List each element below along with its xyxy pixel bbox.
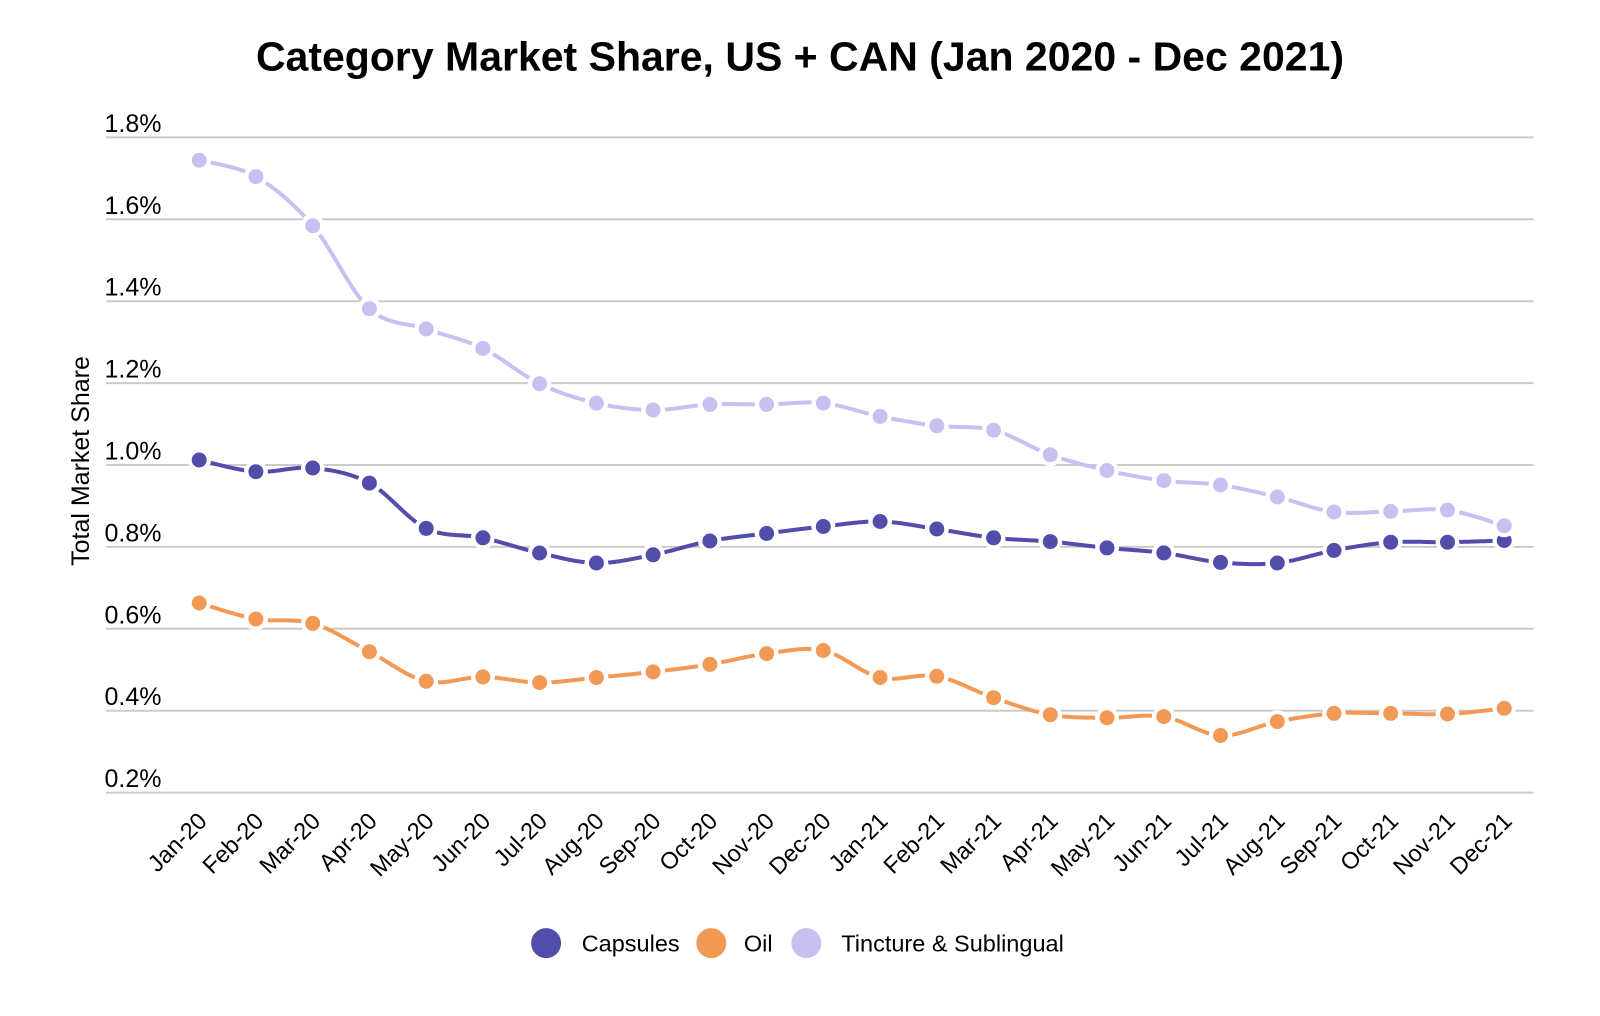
svg-text:Oil: Oil	[744, 931, 773, 957]
svg-text:1.8%: 1.8%	[105, 110, 162, 138]
svg-text:0.2%: 0.2%	[105, 765, 162, 793]
svg-text:0.4%: 0.4%	[105, 683, 162, 711]
svg-text:Capsules: Capsules	[582, 931, 680, 957]
svg-text:Category Market Share, US + CA: Category Market Share, US + CAN (Jan 202…	[256, 34, 1344, 80]
svg-text:Tincture & Sublingual: Tincture & Sublingual	[841, 931, 1064, 957]
svg-text:1.2%: 1.2%	[105, 356, 162, 384]
svg-text:0.6%: 0.6%	[105, 601, 162, 629]
svg-text:Total Market Share: Total Market Share	[67, 356, 95, 566]
svg-text:1.4%: 1.4%	[105, 274, 162, 302]
svg-text:1.0%: 1.0%	[105, 438, 162, 466]
svg-text:1.6%: 1.6%	[105, 192, 162, 220]
svg-text:0.8%: 0.8%	[105, 519, 162, 547]
